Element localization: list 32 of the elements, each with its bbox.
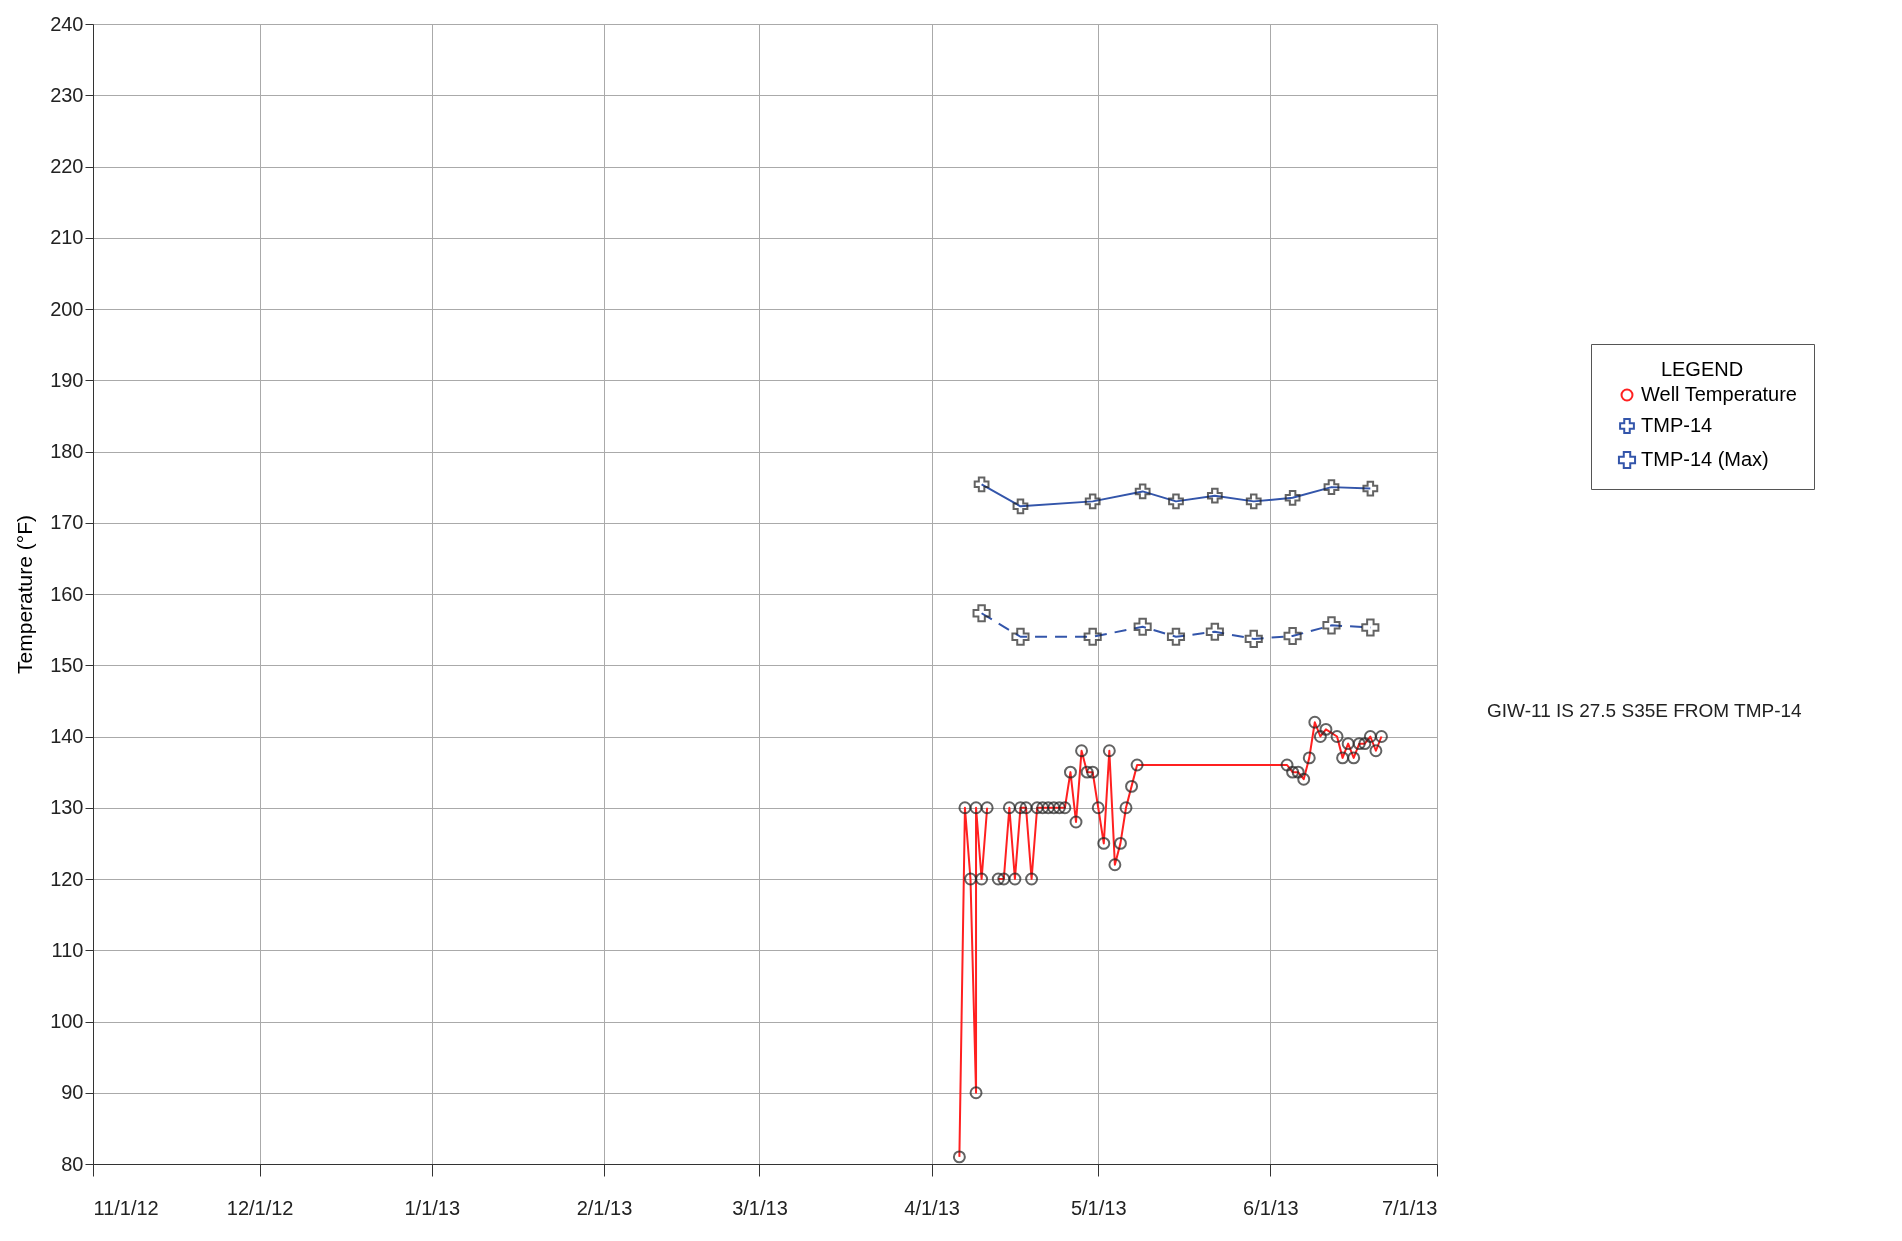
y-tick-label: 130 (50, 796, 84, 819)
y-tick-label: 210 (50, 226, 84, 249)
y-tick-label: 100 (50, 1010, 84, 1032)
y-tick-label: 220 (50, 155, 84, 177)
x-tick-label: 3/1/13 (732, 1196, 788, 1219)
legend-label: TMP-14 (1641, 414, 1713, 436)
legend-label: TMP-14 (Max) (1641, 448, 1769, 470)
y-tick-label: 230 (50, 83, 84, 106)
y-tick-label: 190 (50, 368, 84, 391)
y-axis-title: Temperature (°F) (13, 515, 37, 674)
x-tick-label: 11/1/12 (93, 1196, 159, 1219)
x-tick-label: 6/1/13 (1243, 1196, 1299, 1219)
y-tick-label: 180 (50, 440, 84, 462)
x-tick-label: 5/1/13 (1070, 1196, 1127, 1219)
text: GIW-11 IS 27.5 S35E FROM TMP-14 (1487, 700, 1802, 722)
x-tick-label: 7/1/13 (1381, 1196, 1438, 1219)
x-tick-label: 12/1/12 (226, 1196, 294, 1219)
legend-label: Well Temperature (1641, 383, 1797, 405)
y-tick-label: 80 (61, 1152, 84, 1175)
y-tick-label: 120 (50, 867, 84, 890)
y-tick-label: 170 (50, 511, 84, 534)
y-tick-label: 240 (50, 12, 84, 35)
y-tick-label: 150 (50, 653, 84, 676)
y-tick-label: 200 (50, 297, 84, 320)
legend-title: LEGEND (1660, 358, 1744, 380)
y-tick-label: 140 (50, 725, 84, 747)
y-tick-label: 160 (50, 582, 84, 605)
y-tick-label: 90 (61, 1081, 84, 1104)
x-tick-label: 1/1/13 (404, 1196, 461, 1219)
y-tick-label: 110 (51, 938, 84, 961)
x-tick-label: 2/1/13 (576, 1196, 633, 1219)
x-tick-label: 4/1/13 (904, 1196, 960, 1219)
